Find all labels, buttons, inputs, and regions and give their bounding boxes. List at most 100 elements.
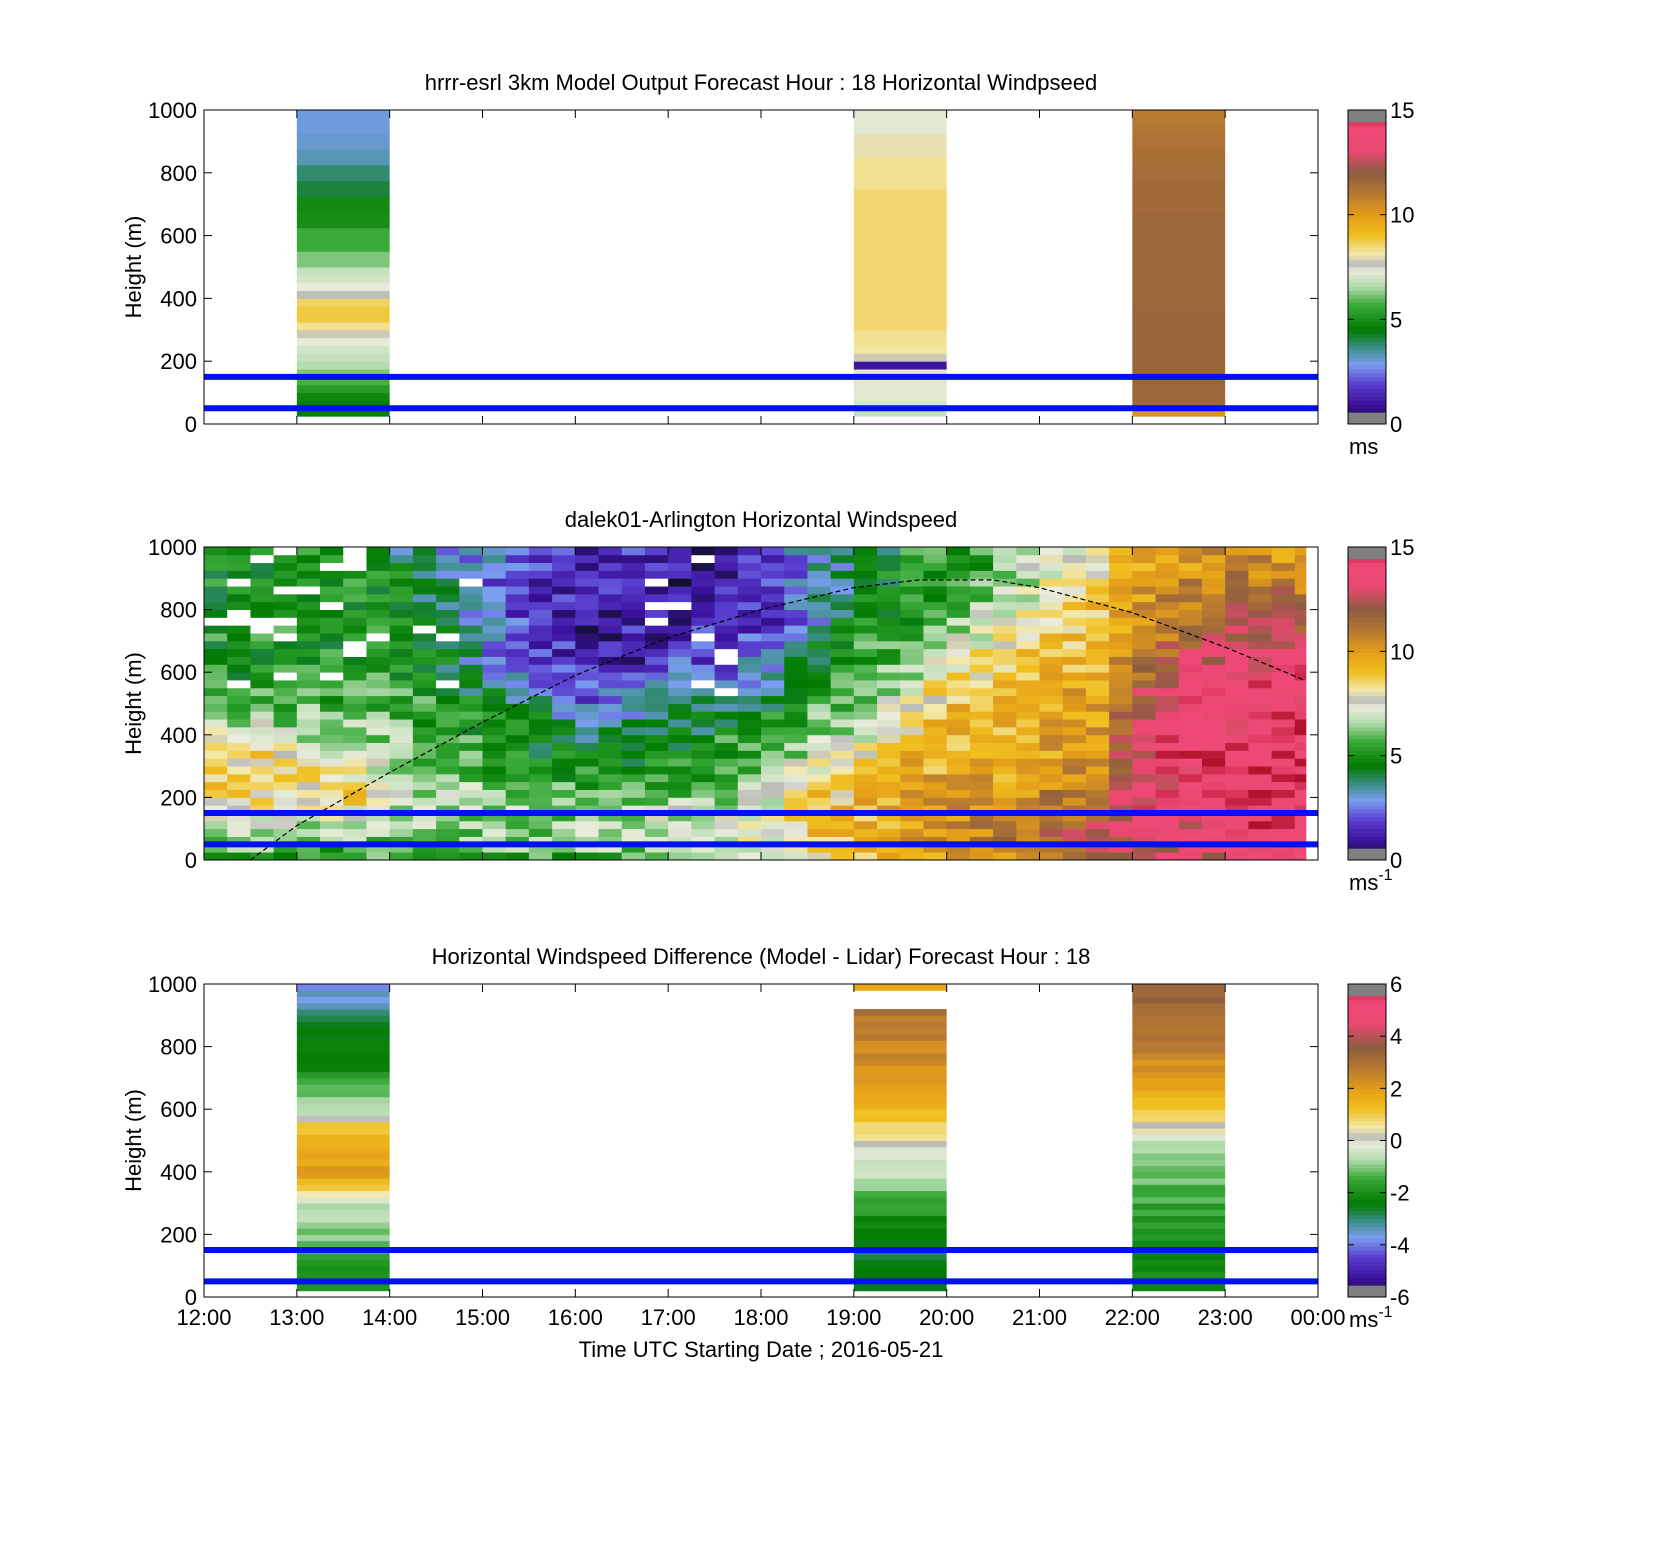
- heatmap-cell: [946, 672, 971, 681]
- colorbar-cell: [1348, 801, 1386, 806]
- heatmap-cell: [853, 353, 947, 362]
- heatmap-cell: [296, 797, 321, 806]
- heatmap-cell: [366, 593, 391, 603]
- colorbar-cell: [1348, 609, 1386, 614]
- heatmap-cell: [598, 617, 623, 626]
- heatmap-cell: [296, 1271, 390, 1279]
- heatmap-cell: [412, 609, 437, 618]
- heatmap-cell: [575, 828, 599, 837]
- heatmap-cell: [1132, 1140, 1226, 1148]
- heatmap-cell: [436, 844, 460, 853]
- heatmap-cell: [296, 274, 390, 284]
- heatmap-cell: [969, 562, 994, 571]
- heatmap-cell: [1225, 593, 1249, 603]
- heatmap-cell: [320, 640, 344, 650]
- heatmap-cell: [853, 813, 878, 822]
- heatmap-cell: [1085, 680, 1110, 689]
- heatmap-cell: [1155, 750, 1180, 759]
- heatmap-cell: [1132, 1153, 1226, 1160]
- heatmap-cell: [1039, 711, 1064, 720]
- heatmap-cell: [528, 625, 553, 634]
- heatmap-cell: [227, 813, 251, 822]
- heatmap-cell: [993, 664, 1017, 673]
- colorbar-cell: [1348, 707, 1386, 712]
- heatmap-cell: [296, 329, 390, 339]
- heatmap-cell: [250, 828, 275, 837]
- heatmap-cell: [505, 805, 530, 814]
- heatmap-cell: [621, 672, 646, 681]
- heatmap-cell: [807, 750, 832, 759]
- heatmap-cell: [877, 781, 901, 790]
- heatmap-cell: [853, 1171, 947, 1179]
- heatmap-cell: [1132, 1102, 1226, 1110]
- heatmap-cell: [714, 617, 739, 626]
- heatmap-cell: [204, 672, 228, 681]
- heatmap-cell: [1132, 314, 1226, 323]
- colorbar-cell: [1348, 325, 1386, 331]
- heatmap-cell: [575, 672, 599, 681]
- heatmap-cell: [1225, 570, 1249, 579]
- heatmap-cell: [969, 601, 994, 610]
- heatmap-cell: [1248, 547, 1272, 556]
- heatmap-cell: [1016, 828, 1040, 837]
- heatmap-cell: [668, 805, 692, 814]
- heatmap-cell: [714, 586, 739, 595]
- heatmap-cell: [1132, 1046, 1226, 1054]
- colorbar-cell: [1348, 852, 1386, 857]
- heatmap-cell: [389, 797, 414, 806]
- heatmap-cell: [296, 547, 321, 556]
- heatmap-cell: [436, 797, 460, 806]
- heatmap-cell: [1085, 726, 1110, 736]
- colorbar-cell: [1348, 617, 1386, 622]
- heatmap-cell: [227, 766, 251, 775]
- heatmap-cell: [343, 609, 367, 618]
- heatmap-cell: [993, 586, 1017, 595]
- heatmap-cell: [296, 680, 321, 689]
- heatmap-cell: [877, 813, 901, 822]
- heatmap-cell: [969, 758, 994, 767]
- heatmap-cell: [1016, 601, 1040, 610]
- colorbar-cell: [1348, 676, 1386, 681]
- y-tick-label: 1000: [148, 98, 197, 123]
- heatmap-cell: [343, 625, 367, 634]
- heatmap-cell: [1201, 734, 1226, 744]
- heatmap-cell: [575, 687, 599, 697]
- heatmap-cell: [761, 742, 785, 751]
- heatmap-cell: [389, 695, 414, 704]
- colorbar-cell: [1348, 1289, 1386, 1294]
- heatmap-cell: [227, 687, 251, 697]
- heatmap-cell: [343, 750, 367, 759]
- colorbar-cell: [1348, 200, 1386, 205]
- heatmap-cell: [1016, 703, 1040, 712]
- heatmap-cell: [969, 813, 994, 822]
- heatmap-cell: [691, 805, 715, 814]
- colorbar-cell: [1348, 1019, 1386, 1024]
- heatmap-cell: [1085, 640, 1110, 650]
- heatmap-cell: [1016, 586, 1040, 595]
- heatmap-cell: [1132, 1215, 1226, 1223]
- heatmap-cell: [784, 828, 808, 837]
- heatmap-cell: [644, 844, 669, 853]
- heatmap-cell: [482, 593, 507, 603]
- heatmap-cell: [691, 672, 715, 681]
- heatmap-cell: [389, 570, 414, 579]
- heatmap-cell: [969, 734, 994, 744]
- heatmap-cell: [320, 617, 344, 626]
- heatmap-cell: [714, 570, 739, 579]
- heatmap-cell: [343, 773, 367, 783]
- heatmap-cell: [296, 1102, 390, 1110]
- heatmap-cell: [436, 648, 460, 657]
- heatmap-cell: [1109, 672, 1133, 681]
- colorbar-cell: [1348, 1046, 1386, 1051]
- heatmap-cell: [737, 664, 762, 673]
- heatmap-cell: [296, 1171, 390, 1179]
- heatmap-cell: [923, 554, 948, 564]
- heatmap-cell: [784, 554, 808, 564]
- heatmap-cell: [737, 578, 762, 587]
- heatmap-cell: [1271, 601, 1296, 610]
- heatmap-cell: [1178, 609, 1203, 618]
- heatmap-cell: [1178, 617, 1203, 626]
- colorbar-cell: [1348, 711, 1386, 716]
